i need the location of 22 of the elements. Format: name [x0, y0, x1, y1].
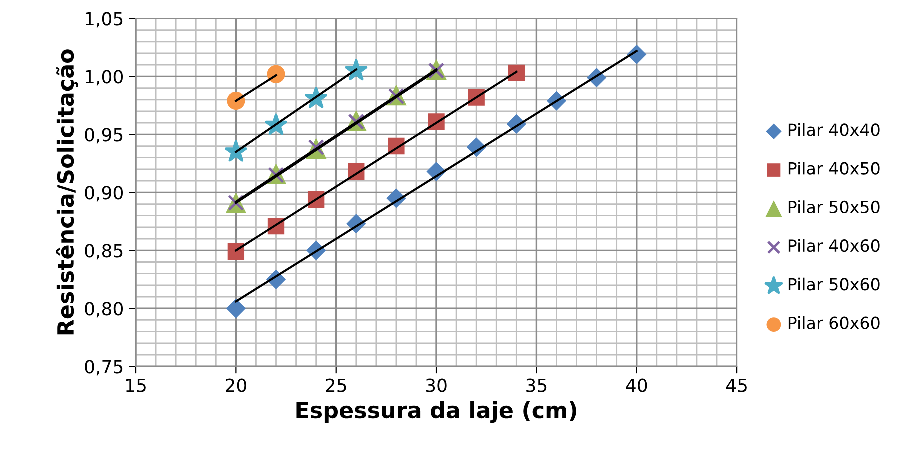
y-tick-label: 0,95: [85, 128, 123, 144]
y-tick-label: 1,00: [86, 70, 124, 86]
legend-label: Pilar 40x40: [788, 123, 880, 136]
x-tick-label: 20: [226, 378, 246, 392]
y-tick-label: 1,05: [86, 12, 123, 28]
y-tick-label: 0,90: [85, 186, 124, 202]
x-tick-label: 40: [626, 378, 648, 392]
legend-label: Pilar 60x60: [788, 316, 880, 330]
y-tick-label: 0,80: [85, 302, 124, 318]
x-axis-title: Espessura da laje (cm): [296, 401, 576, 424]
x-tick-label: 35: [526, 378, 547, 392]
legend-label: Pilar 50x50: [788, 200, 880, 214]
x-tick-label: 45: [726, 378, 747, 392]
y-tick-label: 0,85: [85, 244, 123, 260]
x-tick-label: 25: [326, 378, 346, 392]
x-tick-label: 30: [426, 378, 447, 392]
legend-label: Pilar 50x60: [788, 278, 880, 291]
y-tick-label: 0,75: [85, 360, 123, 376]
x-tick-label: 15: [126, 378, 146, 392]
legend-label: Pilar 40x60: [788, 239, 880, 252]
y-axis-title: Resistência/Solicitação: [56, 50, 78, 335]
legend-label: Pilar 40x50: [788, 162, 880, 175]
